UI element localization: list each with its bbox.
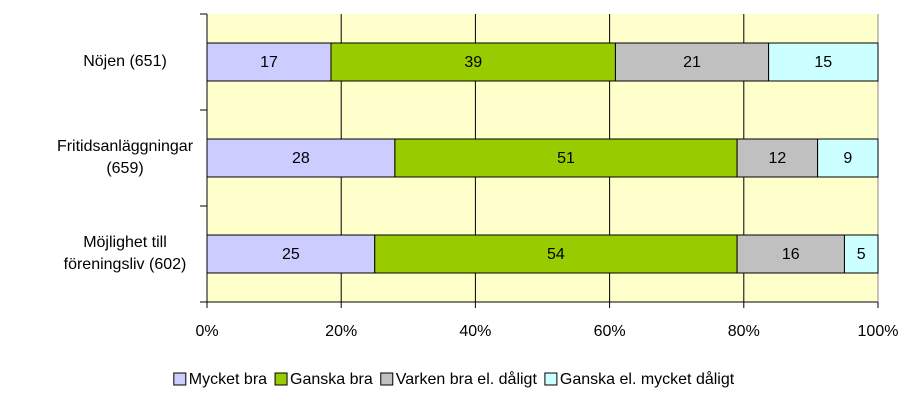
bar-segment bbox=[374, 234, 738, 274]
legend-swatch bbox=[544, 372, 558, 386]
x-tick-label: 60% bbox=[594, 323, 626, 340]
value-label: 5 bbox=[857, 246, 866, 263]
value-label: 54 bbox=[547, 246, 565, 263]
value-label: 39 bbox=[464, 54, 482, 71]
legend-label: Ganska el. mycket dåligt bbox=[560, 370, 735, 388]
bar-segment bbox=[206, 42, 332, 82]
legend-label: Mycket bra bbox=[189, 371, 267, 388]
bar-segment bbox=[206, 234, 376, 274]
y-tick-label: Nöjen (651) bbox=[83, 53, 167, 70]
legend-label: Varken bra el. dåligt bbox=[396, 370, 538, 388]
value-label: 25 bbox=[282, 246, 300, 263]
bar-segment bbox=[768, 42, 879, 82]
x-tick-label: 0% bbox=[195, 323, 218, 340]
x-tick-label: 100% bbox=[858, 323, 899, 340]
legend-label: Ganska bra bbox=[290, 371, 373, 388]
bar-segment bbox=[330, 42, 616, 82]
y-tick-label: Fritidsanläggningar (659) bbox=[57, 138, 194, 177]
x-tick-label: 80% bbox=[728, 323, 760, 340]
bar-segment bbox=[736, 234, 845, 274]
y-tick-label: Möjlighet till föreningsliv (602) bbox=[64, 234, 187, 273]
x-tick-label: 40% bbox=[459, 323, 491, 340]
bar-segment bbox=[817, 138, 879, 178]
value-label: 17 bbox=[260, 54, 278, 71]
value-label: 16 bbox=[782, 246, 800, 263]
bar-segment bbox=[394, 138, 738, 178]
x-tick-label: 20% bbox=[325, 323, 357, 340]
value-label: 15 bbox=[814, 54, 832, 71]
bar-segment bbox=[614, 42, 770, 82]
value-label: 12 bbox=[768, 150, 786, 167]
bar-segment bbox=[843, 234, 879, 274]
value-label: 21 bbox=[683, 54, 701, 71]
legend-swatch bbox=[173, 372, 187, 386]
value-label: 9 bbox=[843, 150, 852, 167]
legend-swatch bbox=[380, 372, 394, 386]
value-label: 28 bbox=[292, 150, 310, 167]
legend: Mycket bra Ganska bra Varken bra el. dålig… bbox=[173, 370, 735, 388]
value-label: 51 bbox=[557, 150, 575, 167]
legend-swatch bbox=[274, 372, 288, 386]
